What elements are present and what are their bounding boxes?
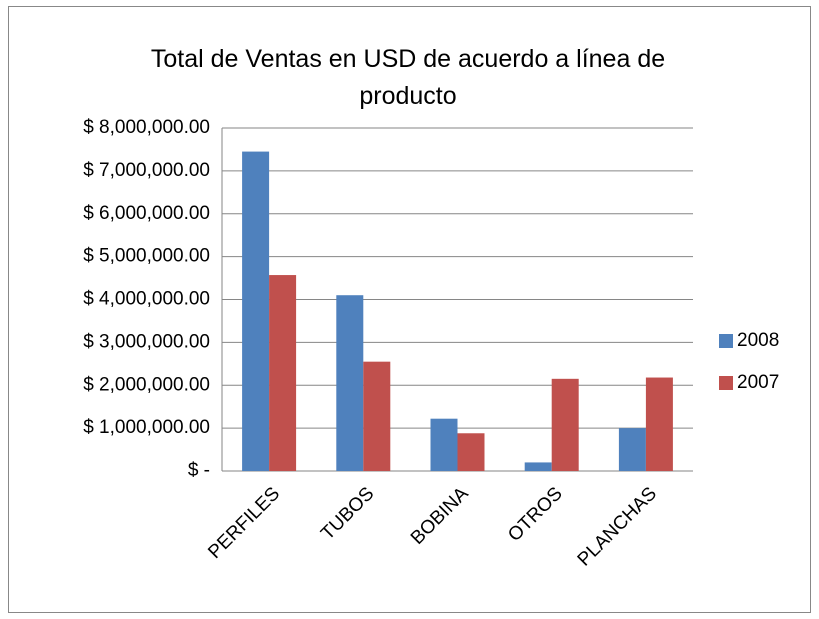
- bar: [336, 295, 364, 471]
- bar: [551, 378, 579, 471]
- chart-border: [8, 6, 811, 613]
- chart-title: Total de Ventas en USD de acuerdo a líne…: [151, 45, 665, 110]
- legend-label: 2007: [737, 372, 779, 393]
- bar: [242, 151, 270, 472]
- y-tick-label: $ -: [188, 460, 210, 481]
- y-tick-label: $ 5,000,000.00: [83, 246, 210, 267]
- bar: [363, 361, 391, 471]
- legend-swatch: [719, 376, 733, 390]
- y-tick-label: $ 4,000,000.00: [83, 289, 210, 310]
- y-tick-label: $ 1,000,000.00: [83, 417, 210, 438]
- y-tick-label: $ 8,000,000.00: [83, 117, 210, 138]
- legend-swatch: [719, 334, 733, 348]
- y-tick-label: $ 7,000,000.00: [83, 160, 210, 181]
- legend-label: 2008: [737, 330, 779, 351]
- bar: [618, 428, 646, 471]
- bar: [269, 275, 297, 471]
- bar: [645, 377, 673, 471]
- bar: [430, 418, 458, 471]
- bar: [524, 462, 552, 471]
- y-tick-label: $ 6,000,000.00: [83, 203, 210, 224]
- y-tick-label: $ 2,000,000.00: [83, 374, 210, 395]
- bar: [457, 433, 485, 471]
- y-tick-label: $ 3,000,000.00: [83, 331, 210, 352]
